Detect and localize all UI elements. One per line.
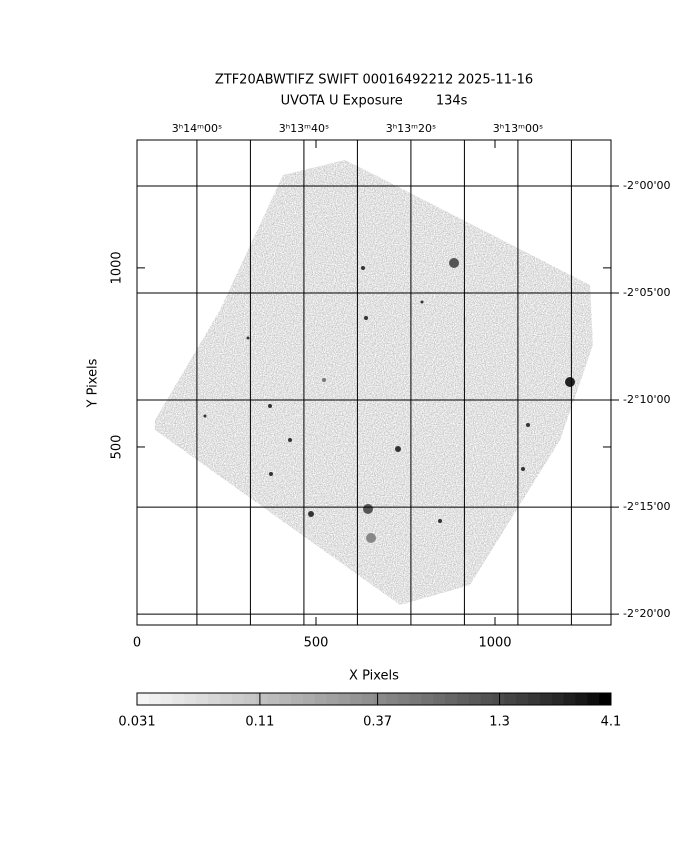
colorbar-step xyxy=(267,693,280,705)
colorbar-step xyxy=(255,693,268,705)
dec-tick-label: -2°15'00 xyxy=(623,500,671,513)
colorbar-tick-label: 4.1 xyxy=(601,715,622,730)
colorbar-step xyxy=(587,693,600,705)
colorbar-step xyxy=(421,693,434,705)
colorbar-step xyxy=(397,693,411,705)
colorbar-step xyxy=(539,693,553,705)
ra-tick-label: 3ʰ13ᵐ20ˢ xyxy=(386,122,436,135)
plot-frame xyxy=(136,139,612,626)
colorbar-step xyxy=(219,693,233,705)
x-tick-label: 1000 xyxy=(478,636,511,651)
colorbar-step xyxy=(137,693,150,705)
colorbar-step xyxy=(480,693,493,705)
colorbar-tick-label: 1.3 xyxy=(489,715,510,730)
colorbar-step xyxy=(374,693,387,705)
colorbar-step xyxy=(326,693,339,705)
colorbar-step xyxy=(231,693,245,705)
colorbar-step xyxy=(433,693,446,705)
colorbar-step xyxy=(599,693,612,705)
colorbar-step xyxy=(279,693,292,705)
colorbar-step xyxy=(243,693,256,705)
ra-tick-label: 3ʰ13ᵐ40ˢ xyxy=(279,122,329,135)
colorbar-step xyxy=(362,693,375,705)
y-tick-label: 500 xyxy=(110,435,125,460)
colorbar-step xyxy=(184,693,197,705)
colorbar-step xyxy=(338,693,351,705)
dec-tick-label: -2°00'00 xyxy=(623,179,671,192)
colorbar-step xyxy=(196,693,209,705)
colorbar-tick-label: 0.11 xyxy=(245,715,274,730)
colorbar-step xyxy=(504,693,517,705)
dec-tick-label: -2°05'00 xyxy=(623,286,671,299)
colorbar-step xyxy=(445,693,458,705)
chart-title: ZTF20ABWTIFZ SWIFT 00016492212 2025-11-1… xyxy=(215,73,533,88)
ra-tick-label: 3ʰ13ᵐ00ˢ xyxy=(493,122,543,135)
ra-tick-label: 3ʰ14ᵐ00ˢ xyxy=(172,122,222,135)
colorbar-step xyxy=(516,693,529,705)
colorbar-step xyxy=(148,693,162,705)
y-tick-label: 1000 xyxy=(110,251,125,284)
colorbar-step xyxy=(350,693,363,705)
colorbar-step xyxy=(551,693,565,705)
dec-tick-label: -2°20'00 xyxy=(623,607,671,620)
x-tick-label: 0 xyxy=(133,636,141,651)
colorbar-step xyxy=(314,693,328,705)
colorbar-step xyxy=(492,693,505,705)
x-axis-label: X Pixels xyxy=(349,669,399,684)
colorbar-tick-label: 0.031 xyxy=(118,715,155,730)
y-axis-label: Y Pixels xyxy=(86,358,101,408)
chart-subtitle: UVOTA U Exposure 134s xyxy=(281,94,468,109)
colorbar-step xyxy=(409,693,422,705)
colorbar-step xyxy=(528,693,541,705)
exposure-image xyxy=(155,160,593,605)
dec-tick-label: -2°10'00 xyxy=(623,393,671,406)
colorbar-tick-label: 0.37 xyxy=(363,715,392,730)
colorbar-step xyxy=(575,693,588,705)
colorbar-step xyxy=(160,693,174,705)
colorbar-step xyxy=(208,693,221,705)
colorbar-step xyxy=(385,693,399,705)
colorbar-step xyxy=(456,693,470,705)
x-tick-label: 500 xyxy=(304,636,329,651)
colorbar-step xyxy=(172,693,185,705)
colorbar-step xyxy=(563,693,576,705)
colorbar-step xyxy=(291,693,304,705)
colorbar-step xyxy=(302,693,316,705)
colorbar-step xyxy=(468,693,482,705)
